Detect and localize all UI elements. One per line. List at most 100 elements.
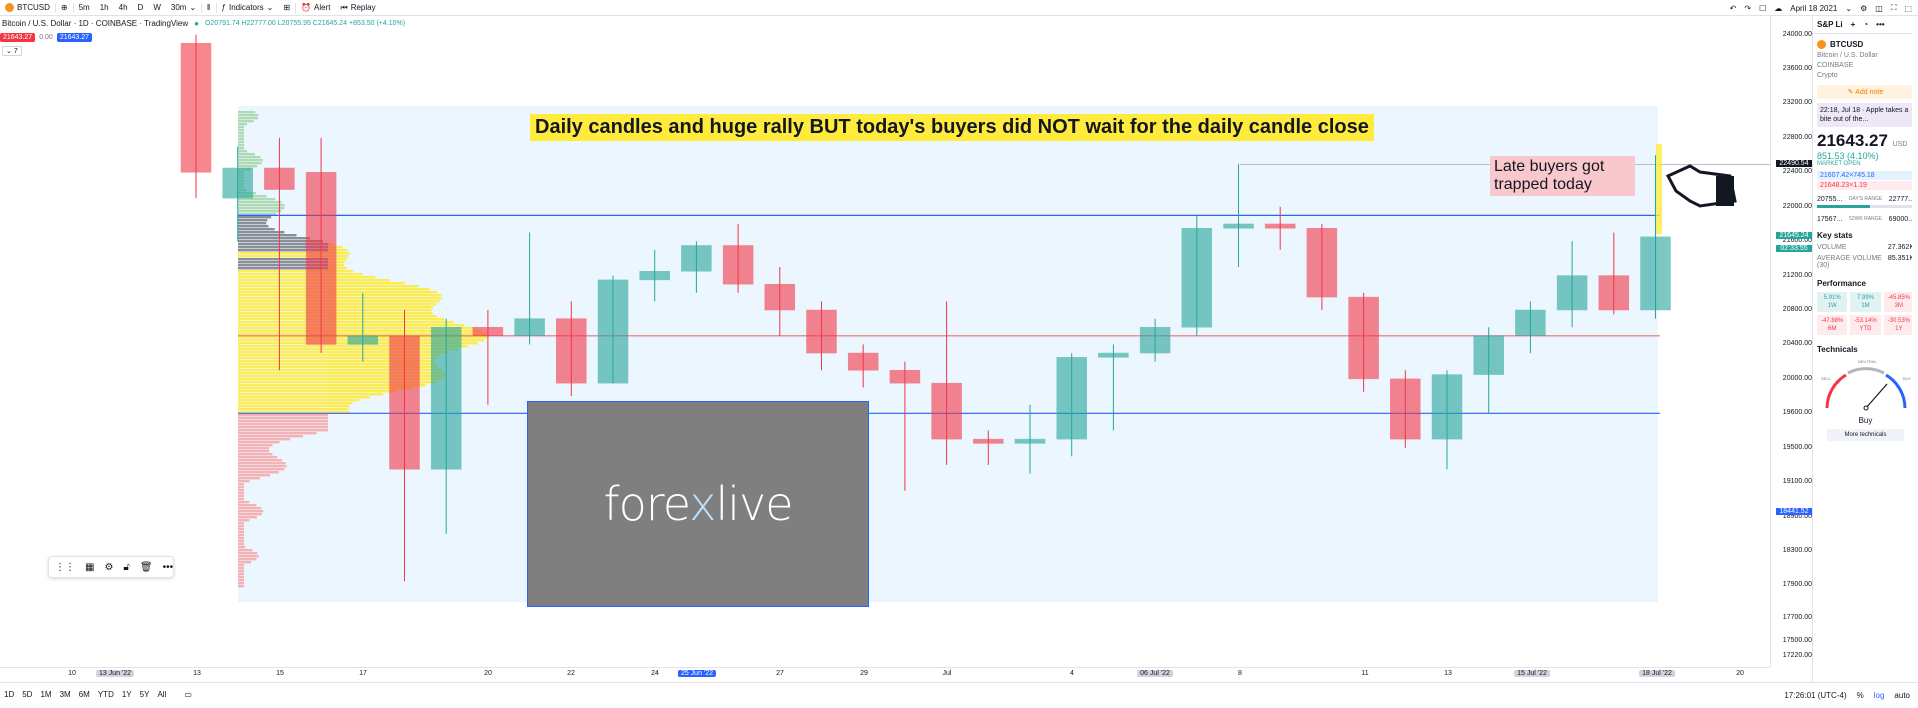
- ask-button[interactable]: 21643.27: [56, 33, 93, 42]
- forexlive-watermark[interactable]: forexlive: [527, 401, 869, 607]
- callout-annotation[interactable]: Late buyers got trapped today: [1490, 156, 1635, 196]
- gauge-sell-arc: [1825, 373, 1847, 409]
- checkbox-icon[interactable]: ☐: [1759, 3, 1767, 13]
- volume-profile-bar: [238, 465, 287, 468]
- volume-profile-bar: [238, 486, 244, 489]
- range-1m[interactable]: 1M: [40, 690, 52, 699]
- volume-profile-bar: [238, 111, 256, 114]
- volume-profile-bar: [238, 141, 244, 144]
- range-6m[interactable]: 6M: [78, 690, 90, 699]
- chart-type-button[interactable]: ⫴: [202, 0, 215, 16]
- symbol-header[interactable]: BTCUSD: [1813, 34, 1918, 51]
- clock-label[interactable]: 17:26:01 (UTC-4): [1784, 690, 1847, 700]
- layout-button[interactable]: ⊞: [278, 0, 295, 16]
- indicators-icon: ƒ: [221, 3, 226, 12]
- interval-5m[interactable]: 5m: [74, 0, 95, 16]
- volume-profile-bar: [238, 270, 328, 273]
- candle-body: [1390, 378, 1421, 440]
- drag-handle-icon[interactable]: ⋮⋮: [55, 561, 75, 573]
- volume-profile-bar: [328, 303, 437, 306]
- candle-body: [1556, 275, 1588, 311]
- clock-icon[interactable]: ◔: [1863, 20, 1869, 29]
- redo-icon[interactable]: ↷: [1744, 3, 1752, 13]
- interval-d[interactable]: D: [133, 0, 149, 16]
- range-ytd[interactable]: YTD: [97, 690, 114, 699]
- more-icon[interactable]: •••: [162, 561, 174, 573]
- date-label[interactable]: April 18 2021: [1790, 3, 1838, 13]
- plus-icon[interactable]: +: [1850, 20, 1856, 29]
- performance-value: 5.91%: [1823, 295, 1841, 301]
- lock-icon[interactable]: 🔓︎: [123, 561, 130, 573]
- watchlist-title[interactable]: S&P Li: [1817, 20, 1843, 29]
- bid-button[interactable]: 21643.27: [0, 33, 36, 42]
- candle-body: [1431, 374, 1463, 440]
- undo-icon[interactable]: ↶: [1729, 3, 1737, 13]
- technicals-heading: Technicals: [1817, 345, 1858, 354]
- volume-profile-bar: [238, 453, 273, 456]
- volume-profile-bar: [238, 288, 328, 291]
- interval-1h[interactable]: 1h: [95, 0, 114, 16]
- volume-profile-bar: [238, 468, 285, 471]
- range-5d[interactable]: 5D: [22, 690, 33, 699]
- interval-4h[interactable]: 4h: [114, 0, 133, 16]
- volume-profile-bar: [238, 381, 328, 384]
- fullscreen-icon[interactable]: ⛶: [1890, 3, 1897, 12]
- volume-profile-bar: [238, 516, 257, 519]
- range-5y[interactable]: 5Y: [139, 690, 150, 699]
- percent-toggle[interactable]: %: [1856, 690, 1864, 700]
- log-toggle[interactable]: log: [1873, 690, 1885, 700]
- more-icon[interactable]: •••: [1876, 20, 1885, 29]
- volume-profile-bar: [238, 228, 275, 231]
- volume-profile-bar: [328, 291, 438, 294]
- range-all[interactable]: All: [157, 690, 167, 699]
- volume-profile-bar: [238, 291, 328, 294]
- volume-profile-bar: [328, 387, 413, 390]
- indicators-button[interactable]: ƒ Indicators ⌄: [217, 0, 279, 16]
- volume-profile-bar: [328, 318, 445, 321]
- eye-icon[interactable]: ●: [194, 19, 199, 28]
- add-note-button[interactable]: ✎ Add note: [1817, 85, 1914, 99]
- trash-icon[interactable]: 🗑︎: [139, 561, 153, 573]
- calendar-icon[interactable]: ▭: [184, 690, 192, 699]
- template-icon[interactable]: ▦: [85, 561, 95, 573]
- replay-button[interactable]: ⏮ Replay: [335, 0, 380, 16]
- interval-w[interactable]: W: [148, 0, 166, 16]
- volume-profile-bar: [238, 117, 258, 120]
- candle-body: [639, 271, 670, 281]
- chart-pane[interactable]: Bitcoin / U.S. Dollar · 1D · COINBASE · …: [0, 16, 1812, 671]
- time-axis[interactable]: 10 13 Jun '22 13 15 17 20 22 24 25 Jun '22 27 29 Ju…: [0, 667, 1770, 680]
- gauge-svg: SELL NEUTRAL BUY: [1821, 359, 1912, 411]
- gear-icon[interactable]: ⚙: [104, 561, 114, 573]
- symbol-search[interactable]: BTCUSD: [0, 0, 55, 16]
- legend-collapse-button[interactable]: ⌄ 7: [2, 46, 22, 56]
- compare-button[interactable]: ⊕: [56, 0, 73, 16]
- interval-30m[interactable]: 30m ⌄: [166, 0, 201, 16]
- alert-label: Alert: [314, 3, 331, 12]
- volume-profile-bar: [238, 126, 244, 129]
- volume-profile-bar: [328, 255, 349, 258]
- chart-canvas[interactable]: [0, 16, 1812, 667]
- headline-annotation[interactable]: Daily candles and huge rally BUT today's…: [530, 114, 1374, 141]
- alert-button[interactable]: ⏰ Alert: [296, 0, 335, 16]
- volume-profile-bar: [238, 162, 262, 165]
- gear-icon[interactable]: ⚙: [1860, 3, 1868, 13]
- range-1y[interactable]: 1Y: [121, 690, 132, 699]
- candle-body: [1056, 357, 1087, 440]
- volume-profile-bar: [328, 270, 353, 273]
- candle-body: [1264, 223, 1296, 229]
- snapshot-icon[interactable]: ⬚: [1904, 3, 1912, 13]
- price-axis[interactable]: 24000.00 23600.00 23200.00 22800.00 22400.00…: [1770, 16, 1812, 667]
- technicals-gauge[interactable]: SELL NEUTRAL BUY: [1813, 356, 1918, 416]
- chevron-down-icon: ⌄: [6, 48, 12, 55]
- more-technicals-button[interactable]: More technicals: [1827, 429, 1904, 441]
- volume-profile-bar: [238, 474, 271, 477]
- key-stats-heading: Key stats: [1817, 231, 1853, 240]
- range-1d[interactable]: 1D: [4, 690, 15, 699]
- news-item[interactable]: 22:18, Jul 18 · Apple takes a bite out o…: [1817, 103, 1914, 127]
- cloud-icon[interactable]: ☁: [1774, 3, 1783, 13]
- range-3m[interactable]: 3M: [59, 690, 71, 699]
- volume-profile-bar: [328, 411, 351, 414]
- auto-toggle[interactable]: auto: [1894, 690, 1910, 700]
- volume-profile-bar: [238, 510, 264, 513]
- camera-icon[interactable]: ◫: [1875, 3, 1883, 13]
